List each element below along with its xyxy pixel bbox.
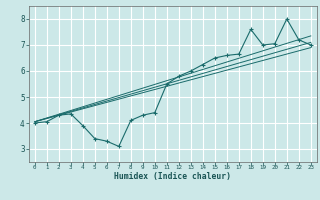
X-axis label: Humidex (Indice chaleur): Humidex (Indice chaleur) <box>114 172 231 181</box>
